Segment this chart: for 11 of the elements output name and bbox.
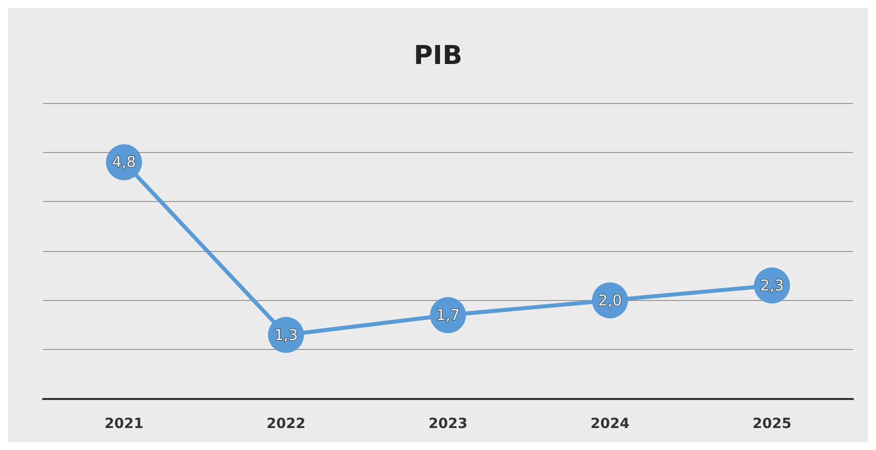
data-label: 1,7 <box>436 306 460 324</box>
data-label: 4,8 <box>112 153 136 172</box>
x-tick-label: 2024 <box>590 416 630 432</box>
x-tick-label: 2021 <box>104 416 144 432</box>
chart-title: PIB <box>414 41 462 71</box>
data-label: 1,3 <box>274 326 298 344</box>
data-label: 2,0 <box>598 291 622 310</box>
x-tick-label: 2023 <box>428 416 468 432</box>
data-label: 2,3 <box>760 276 784 295</box>
x-tick-label: 2025 <box>752 416 792 432</box>
x-tick-label: 2022 <box>266 416 306 432</box>
